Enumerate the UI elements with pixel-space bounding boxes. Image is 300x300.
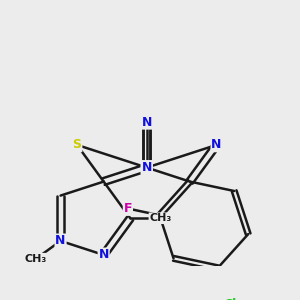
- Text: CH₃: CH₃: [25, 254, 47, 264]
- Text: N: N: [142, 116, 152, 129]
- Text: S: S: [73, 138, 82, 152]
- Text: N: N: [98, 248, 109, 261]
- Text: F: F: [124, 202, 132, 215]
- Text: CH₃: CH₃: [149, 213, 172, 223]
- Text: Cl: Cl: [223, 298, 236, 300]
- Text: N: N: [211, 138, 222, 152]
- Text: N: N: [142, 161, 152, 174]
- Text: N: N: [56, 234, 66, 248]
- Text: N: N: [142, 161, 152, 174]
